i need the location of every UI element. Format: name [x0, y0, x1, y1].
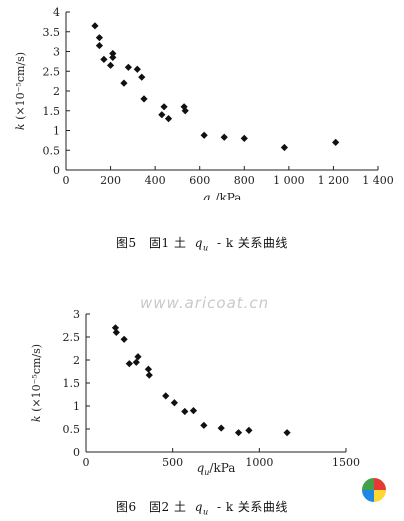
figure-5-title: 固1 土 [149, 236, 187, 250]
x-tick-label: 500 [162, 456, 183, 469]
figure-6-var: q [194, 500, 203, 514]
x-tick-label: 1 000 [273, 174, 305, 187]
data-point [280, 143, 288, 152]
y-tick-label: 0 [73, 446, 80, 459]
y-tick-label: 3 [53, 46, 60, 59]
y-tick-label: 0 [53, 164, 60, 177]
data-point [181, 107, 189, 115]
data-point [245, 426, 253, 434]
y-tick-label: 1 [73, 400, 80, 413]
data-point [132, 358, 140, 366]
y-tick-label: 4 [53, 6, 60, 19]
corner-logo-icon [362, 478, 386, 502]
data-point [283, 429, 291, 437]
x-axis-title: qu/kPa [203, 191, 242, 200]
data-point [106, 61, 115, 69]
figure-6-rest: - k 关系曲线 [216, 500, 288, 514]
y-tick-label: 1.5 [43, 105, 61, 118]
data-point [200, 131, 208, 139]
data-point [109, 53, 117, 62]
chart-1: 0 200 400 600 800 1 000 1 200 1 400 0 0.5 1 1.5 2 2.5… [14, 6, 394, 200]
data-point [95, 34, 104, 42]
data-point [220, 133, 228, 141]
data-point [164, 115, 173, 123]
data-point [125, 360, 133, 368]
x-axis-title: qu/kPa [197, 461, 236, 477]
y-tick-label: 2 [73, 354, 80, 367]
data-point [112, 328, 120, 336]
y-tick-label: 1.5 [63, 377, 81, 390]
data-point [240, 134, 248, 142]
y-tick-label: 3 [73, 308, 80, 321]
data-point [200, 421, 208, 429]
data-point [170, 399, 178, 407]
data-point [91, 22, 99, 30]
y-tick-label: 0.5 [43, 144, 61, 157]
figure-5-caption: 图5 固1 土 qu - k 关系曲线 [0, 234, 404, 252]
data-point [120, 79, 128, 87]
x-tick-label: 0 [63, 174, 70, 187]
x-tick-label: 400 [145, 174, 166, 187]
data-point [160, 103, 168, 111]
y-axis-title: k (×10⁻⁵cm/s) [30, 344, 43, 422]
y-tick-label: 0.5 [63, 423, 81, 436]
data-point [95, 41, 104, 50]
y-axis-title: k (×10⁻⁵cm/s) [14, 52, 27, 130]
data-point [140, 95, 148, 103]
data-point [234, 429, 243, 437]
y-tick-label: 2.5 [43, 65, 61, 78]
x-tick-label: 1 400 [362, 174, 394, 187]
figure-6-title: 固2 土 [149, 500, 187, 514]
x-tick-label: 1500 [332, 456, 360, 469]
x-tick-label: 0 [83, 456, 90, 469]
x-tick-label: 600 [189, 174, 210, 187]
x-tick-label: 200 [100, 174, 121, 187]
data-point [134, 353, 142, 361]
data-point [181, 407, 189, 416]
y-tick-label: 3.5 [43, 26, 61, 39]
chart-2: 0 500 1000 1500 0 0.5 1 1.5 2 2.5 3 qu/kPa k (×10⁻⁵c… [30, 308, 360, 477]
data-point [124, 63, 132, 71]
data-point [144, 365, 152, 373]
figure-5-sub: u [202, 243, 209, 253]
data-point [109, 49, 117, 58]
data-point [158, 111, 166, 119]
data-point [100, 55, 108, 63]
figure-5-number: 图5 [116, 236, 137, 250]
figure-6-sub: u [202, 507, 209, 517]
x-tick-label: 800 [234, 174, 255, 187]
data-point [133, 65, 141, 73]
data-point [120, 335, 128, 343]
watermark: www.aricoat.cn [140, 294, 270, 312]
figure-5-var: q [194, 236, 203, 250]
y-tick-label: 1 [53, 125, 60, 138]
figure-6-caption: 图6 固2 土 qu - k 关系曲线 [0, 498, 404, 516]
y-tick-label: 2.5 [63, 331, 81, 344]
data-point [189, 407, 198, 415]
figure-6-number: 图6 [116, 500, 137, 514]
x-tick-label: 1 200 [318, 174, 350, 187]
y-tick-label: 2 [53, 85, 60, 98]
data-point [162, 392, 170, 400]
data-point [138, 73, 146, 81]
figure-5-rest: - k 关系曲线 [216, 236, 288, 250]
x-tick-label: 1000 [245, 456, 273, 469]
data-point [217, 424, 225, 432]
data-point [332, 138, 340, 146]
data-point [145, 371, 153, 379]
